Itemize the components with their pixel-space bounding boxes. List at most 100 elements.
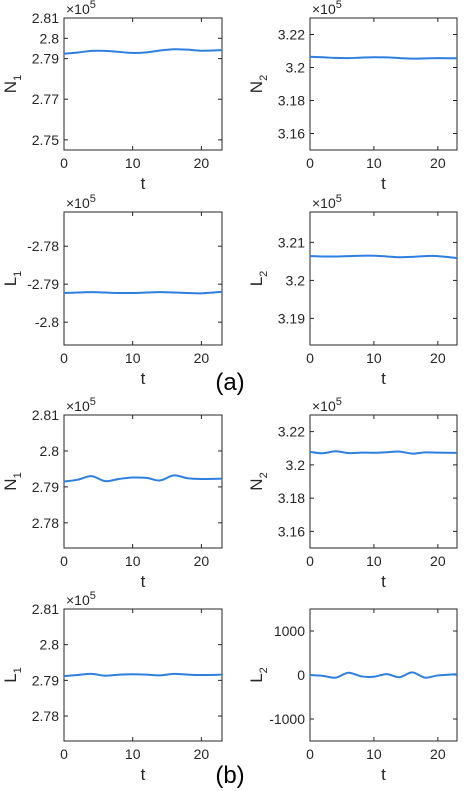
y-axis-label-main: L bbox=[1, 673, 20, 682]
subplot-2: 0 10 20 3.16 3.18 3.2 3.22 t N2 ×105 bbox=[247, 0, 458, 193]
y-tick-label: 2.81 bbox=[32, 407, 59, 423]
x-axis-label: t bbox=[381, 572, 386, 591]
axis-multiplier: ×105 bbox=[66, 590, 96, 608]
x-axis-label: t bbox=[381, 765, 386, 784]
subplot-5: 0 10 20 2.78 2.79 2.8 2.81 t N1 ×105 bbox=[1, 396, 223, 591]
series-line bbox=[309, 254, 458, 259]
y-axis-label: L1 bbox=[1, 667, 24, 683]
y-tick-label: 3.2 bbox=[286, 457, 306, 473]
y-tick-label: 2.77 bbox=[32, 91, 59, 107]
y-axis-label-subscript: 1 bbox=[12, 472, 24, 478]
y-tick-label: 3.18 bbox=[278, 490, 305, 506]
axis-multiplier-base: ×10 bbox=[312, 195, 336, 211]
subplot-7: 0 10 20 2.78 2.79 2.8 2.81 t L1 ×105 bbox=[1, 590, 223, 784]
y-tick-label: 3.2 bbox=[286, 272, 306, 288]
y-axis-label-main: N bbox=[1, 478, 20, 490]
axes-box bbox=[63, 414, 223, 549]
y-tick-label: -1000 bbox=[269, 711, 305, 727]
y-tick-label: 2.79 bbox=[32, 51, 59, 67]
y-axis-label-main: L bbox=[247, 673, 266, 682]
subplot-4: 0 10 20 3.19 3.2 3.21 t L2 ×105 bbox=[247, 193, 458, 388]
axis-multiplier: ×105 bbox=[66, 0, 96, 17]
x-tick-label: 0 bbox=[60, 553, 68, 569]
y-axis-label-subscript: 2 bbox=[258, 472, 270, 478]
y-axis-label-subscript: 1 bbox=[12, 271, 24, 277]
axes-box bbox=[309, 17, 458, 151]
axis-multiplier-exponent: 5 bbox=[90, 396, 96, 408]
axis-multiplier-base: ×10 bbox=[66, 1, 90, 17]
y-axis-label-main: L bbox=[247, 277, 266, 286]
x-axis-label: t bbox=[141, 572, 146, 591]
x-tick-label: 20 bbox=[194, 155, 210, 171]
y-axis-label-main: N bbox=[1, 81, 20, 93]
y-tick-label: 2.79 bbox=[32, 672, 59, 688]
y-tick-label: 2.81 bbox=[32, 601, 59, 617]
y-tick-label: 2.75 bbox=[32, 132, 59, 148]
axis-multiplier-exponent: 5 bbox=[336, 396, 342, 408]
y-tick-label: 2.8 bbox=[40, 637, 60, 653]
series-line bbox=[309, 671, 458, 679]
series-line bbox=[63, 290, 223, 295]
x-tick-label: 10 bbox=[125, 553, 141, 569]
y-tick-label: 2.78 bbox=[32, 708, 59, 724]
x-tick-label: 20 bbox=[430, 746, 446, 762]
y-axis-label-subscript: 2 bbox=[258, 271, 270, 277]
x-tick-label: 20 bbox=[194, 746, 210, 762]
y-tick-label: -2.78 bbox=[27, 238, 59, 254]
y-axis-label-main: N bbox=[247, 81, 266, 93]
x-tick-label: 10 bbox=[366, 746, 382, 762]
y-axis-label-subscript: 1 bbox=[12, 75, 24, 81]
y-tick-label: 0 bbox=[297, 667, 305, 683]
series-line bbox=[309, 55, 458, 60]
panel-label-a: (a) bbox=[215, 369, 244, 396]
axes-box bbox=[63, 211, 223, 346]
y-tick-label: -2.79 bbox=[27, 276, 59, 292]
x-tick-label: 10 bbox=[366, 553, 382, 569]
series-line bbox=[63, 474, 223, 483]
x-tick-label: 0 bbox=[306, 553, 314, 569]
y-tick-label: 3.2 bbox=[286, 60, 306, 76]
y-axis-label: L1 bbox=[1, 271, 24, 287]
axis-multiplier-exponent: 5 bbox=[336, 0, 342, 11]
subplot-3: 0 10 20 -2.8 -2.79 -2.78 t L1 ×105 bbox=[1, 193, 223, 388]
subplot-8: 0 10 20 -1000 0 1000 t L2 bbox=[247, 608, 458, 784]
x-tick-label: 10 bbox=[125, 746, 141, 762]
x-tick-label: 0 bbox=[60, 746, 68, 762]
y-tick-label: 3.16 bbox=[278, 126, 305, 142]
series-line bbox=[309, 450, 458, 455]
y-axis-label-subscript: 2 bbox=[258, 75, 270, 81]
x-tick-label: 20 bbox=[430, 553, 446, 569]
series-line bbox=[63, 672, 223, 678]
axis-multiplier-base: ×10 bbox=[312, 1, 336, 17]
y-axis-label: L2 bbox=[247, 271, 270, 287]
y-axis-label-subscript: 2 bbox=[258, 667, 270, 673]
y-tick-label: -2.8 bbox=[35, 314, 59, 330]
y-tick-label: 2.78 bbox=[32, 515, 59, 531]
y-tick-label: 3.19 bbox=[278, 310, 305, 326]
x-tick-label: 10 bbox=[366, 350, 382, 366]
subplot-1: 0 10 20 2.75 2.77 2.79 2.8 2.81 t N1 ×105 bbox=[1, 0, 223, 193]
x-tick-label: 0 bbox=[60, 155, 68, 171]
x-tick-label: 10 bbox=[125, 155, 141, 171]
y-tick-label: 2.8 bbox=[40, 30, 60, 46]
y-axis-label: N2 bbox=[247, 472, 270, 490]
y-tick-label: 2.81 bbox=[32, 10, 59, 26]
y-axis-label: L2 bbox=[247, 667, 270, 683]
x-axis-label: t bbox=[141, 765, 146, 784]
x-axis-label: t bbox=[381, 174, 386, 193]
x-axis-label: t bbox=[141, 174, 146, 193]
axis-multiplier-exponent: 5 bbox=[90, 0, 96, 11]
axis-multiplier: ×105 bbox=[312, 396, 342, 414]
axis-multiplier: ×105 bbox=[312, 0, 342, 17]
y-tick-label: 3.21 bbox=[278, 234, 305, 250]
y-axis-label-main: L bbox=[1, 277, 20, 286]
axis-multiplier-base: ×10 bbox=[312, 398, 336, 414]
axis-multiplier-exponent: 5 bbox=[336, 193, 342, 205]
series-line bbox=[63, 48, 223, 55]
y-tick-label: 2.8 bbox=[40, 443, 60, 459]
y-tick-label: 2.79 bbox=[32, 479, 59, 495]
y-axis-label: N2 bbox=[247, 75, 270, 93]
axis-multiplier-base: ×10 bbox=[66, 195, 90, 211]
